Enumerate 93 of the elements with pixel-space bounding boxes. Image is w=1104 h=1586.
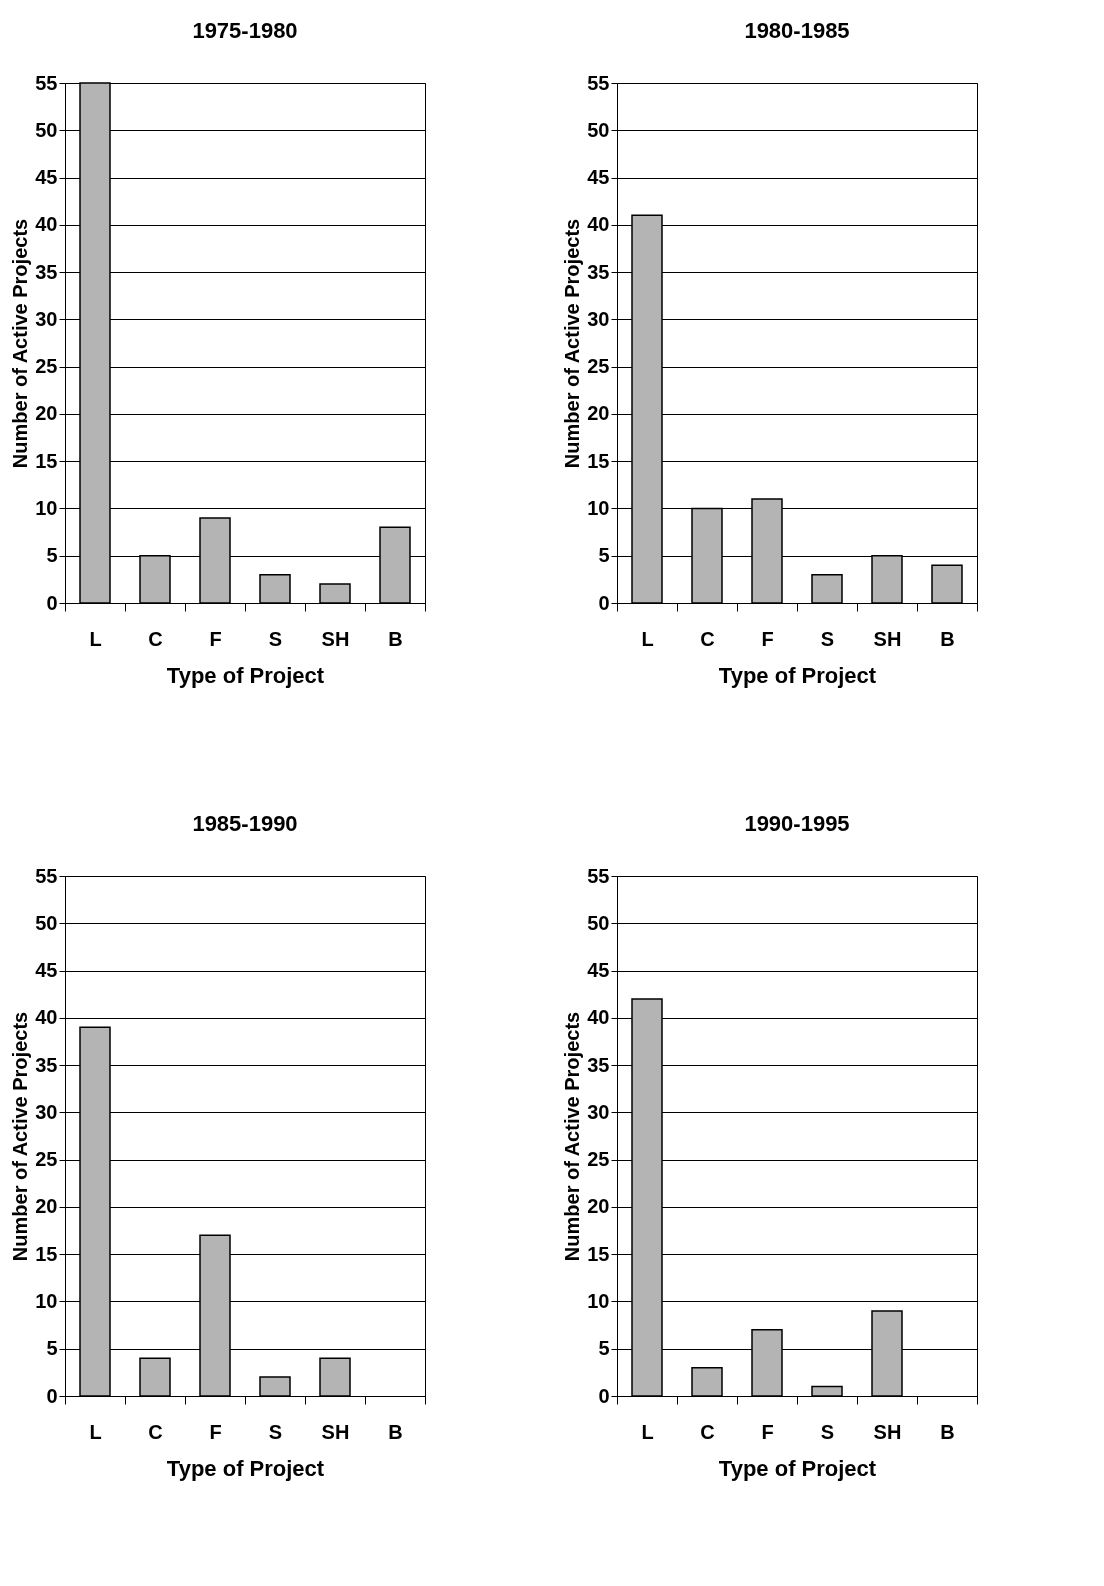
x-tick-label: C	[700, 627, 715, 650]
y-tick-label: 55	[35, 71, 58, 94]
y-tick-label: 10	[587, 1289, 610, 1312]
bar	[319, 1357, 351, 1397]
x-tick-label: F	[761, 627, 774, 650]
x-axis-title: Type of Project	[718, 662, 877, 688]
y-tick-label: 50	[35, 118, 58, 141]
x-tick-label: S	[268, 627, 283, 650]
y-tick-label: 20	[35, 402, 58, 425]
y-tick-label: 5	[598, 544, 610, 567]
y-tick-label: 30	[35, 307, 58, 330]
y-tick-label: 40	[35, 1006, 58, 1029]
y-tick-label: 40	[35, 213, 58, 236]
y-tick-label: 35	[35, 260, 58, 283]
x-tick-label: B	[388, 1420, 403, 1443]
x-tick-label: F	[209, 1420, 222, 1443]
y-axis-title: Number of Active Projects	[561, 218, 584, 469]
y-axis-title: Number of Active Projects	[561, 1011, 584, 1262]
y-tick-label: 50	[587, 118, 610, 141]
x-tick-label: SH	[321, 1420, 350, 1443]
bar	[139, 1357, 171, 1397]
y-tick-label: 45	[35, 166, 58, 189]
y-tick-label: 10	[587, 496, 610, 519]
y-tick-label: 45	[35, 959, 58, 982]
y-tick-label: 45	[587, 959, 610, 982]
x-tick-label: F	[209, 627, 222, 650]
x-tick-label: L	[89, 627, 102, 650]
chart-title: 1975-1980	[192, 18, 298, 43]
y-tick-label: 15	[35, 1242, 58, 1265]
y-tick-label: 15	[587, 1242, 610, 1265]
y-tick-label: 40	[587, 1006, 610, 1029]
bar	[259, 1376, 291, 1397]
y-tick-label: 30	[587, 307, 610, 330]
x-tick-label: SH	[873, 1420, 902, 1443]
chart-title: 1985-1990	[192, 811, 298, 836]
x-tick-label: F	[761, 1420, 774, 1443]
y-tick-label: 15	[35, 449, 58, 472]
y-tick-label: 45	[587, 166, 610, 189]
x-tick-label: L	[641, 627, 654, 650]
y-tick-label: 55	[35, 864, 58, 887]
y-tick-label: 50	[35, 911, 58, 934]
y-tick-label: 20	[35, 1195, 58, 1218]
y-tick-label: 30	[35, 1100, 58, 1123]
bar	[319, 583, 351, 604]
y-tick-label: 5	[598, 1337, 610, 1360]
bar	[811, 573, 843, 604]
x-tick-label: C	[700, 1420, 715, 1443]
y-tick-label: 35	[587, 260, 610, 283]
y-tick-label: 25	[35, 1148, 58, 1171]
x-tick-label: L	[641, 1420, 654, 1443]
x-tick-label: B	[388, 627, 403, 650]
y-tick-label: 30	[587, 1100, 610, 1123]
y-tick-label: 15	[587, 449, 610, 472]
chart-title: 1980-1985	[744, 18, 850, 43]
chart-title: 1990-1995	[744, 811, 850, 836]
bar	[931, 564, 963, 604]
y-tick-label: 0	[46, 591, 58, 614]
bar	[259, 573, 291, 604]
x-axis-title: Type of Project	[166, 1455, 325, 1481]
y-tick-label: 5	[46, 544, 58, 567]
x-tick-label: SH	[873, 627, 902, 650]
y-tick-label: 10	[35, 1289, 58, 1312]
y-tick-label: 35	[35, 1053, 58, 1076]
x-axis-title: Type of Project	[166, 662, 325, 688]
y-tick-label: 40	[587, 213, 610, 236]
y-tick-label: 0	[46, 1384, 58, 1407]
x-tick-label: L	[89, 1420, 102, 1443]
x-axis-title: Type of Project	[718, 1455, 877, 1481]
y-tick-label: 10	[35, 496, 58, 519]
x-tick-label: SH	[321, 627, 350, 650]
x-tick-label: B	[940, 1420, 955, 1443]
y-axis-title: Number of Active Projects	[9, 218, 32, 469]
y-tick-label: 55	[587, 864, 610, 887]
x-tick-label: C	[148, 1420, 163, 1443]
y-tick-label: 25	[587, 355, 610, 378]
x-tick-label: S	[820, 1420, 835, 1443]
x-tick-label: C	[148, 627, 163, 650]
y-tick-label: 55	[587, 71, 610, 94]
bar	[811, 1385, 843, 1397]
y-tick-label: 35	[587, 1053, 610, 1076]
y-tick-label: 0	[598, 1384, 610, 1407]
y-tick-label: 5	[46, 1337, 58, 1360]
y-tick-label: 25	[587, 1148, 610, 1171]
bar	[691, 1366, 723, 1397]
x-tick-label: S	[820, 627, 835, 650]
y-tick-label: 20	[587, 402, 610, 425]
y-tick-label: 25	[35, 355, 58, 378]
y-axis-title: Number of Active Projects	[9, 1011, 32, 1262]
y-tick-label: 20	[587, 1195, 610, 1218]
x-tick-label: B	[940, 627, 955, 650]
x-tick-label: S	[268, 1420, 283, 1443]
y-tick-label: 50	[587, 911, 610, 934]
y-tick-label: 0	[598, 591, 610, 614]
